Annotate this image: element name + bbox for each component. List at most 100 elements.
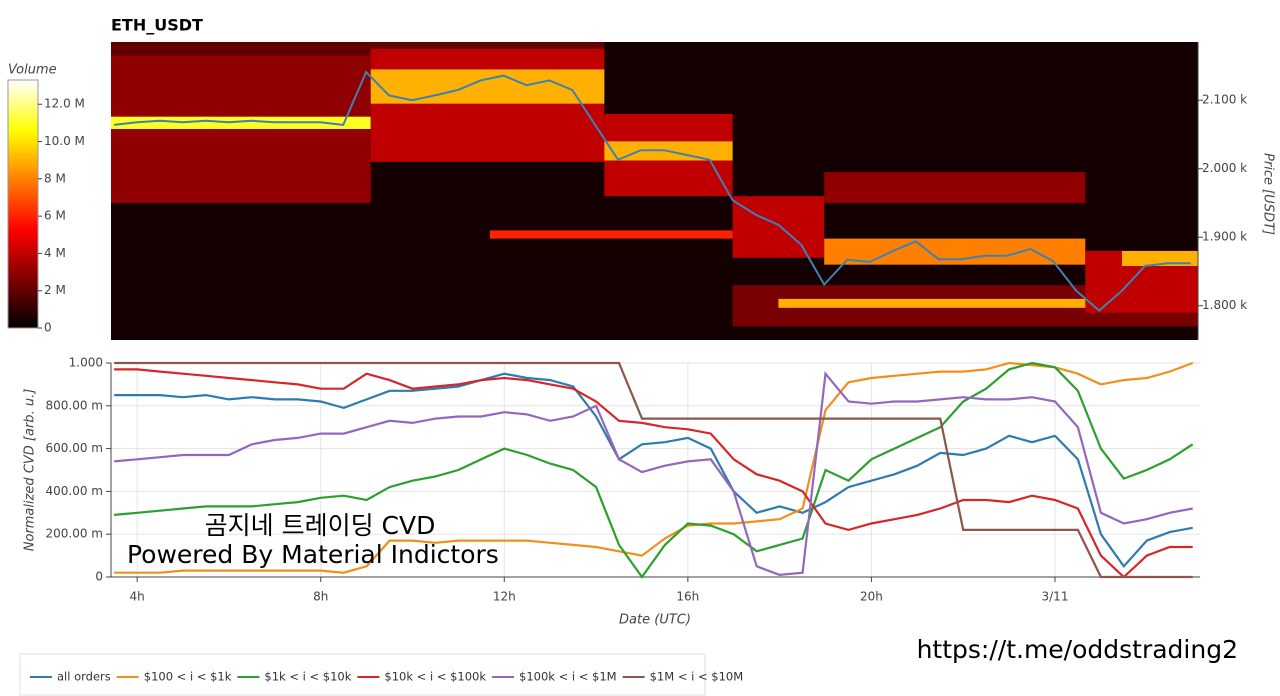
colorbar-step — [8, 284, 38, 287]
legend-label: all orders — [57, 670, 111, 684]
y-tick-label: 2.000 k — [1202, 161, 1247, 175]
colorbar-step — [8, 154, 38, 157]
colorbar-step — [8, 278, 38, 281]
y-tick-label: 200.00 m — [46, 527, 104, 541]
y-tick-label: 1.800 k — [1202, 298, 1247, 312]
colorbar-step — [8, 302, 38, 305]
annotation: https://t.me/oddstrading2 — [917, 635, 1238, 664]
colorbar-step — [8, 256, 38, 259]
colorbar-step — [8, 244, 38, 247]
y-axis-label: Price [USDT] — [1261, 153, 1276, 235]
colorbar-step — [8, 112, 38, 115]
y-tick-label: 600.00 m — [46, 441, 104, 455]
colorbar-step — [8, 258, 38, 261]
legend-label: $10k < i < $100k — [384, 670, 486, 684]
colorbar-step — [8, 142, 38, 145]
heatmap-cell — [778, 298, 1100, 308]
heatmap-cell — [824, 238, 1086, 265]
y-tick-label: 800.00 m — [46, 398, 104, 412]
colorbar-step — [8, 250, 38, 253]
colorbar-step — [8, 280, 38, 283]
x-tick-label: 20h — [860, 590, 883, 604]
colorbar-step — [8, 206, 38, 209]
colorbar-step — [8, 100, 38, 103]
colorbar-step — [8, 138, 38, 141]
colorbar-step — [8, 186, 38, 189]
colorbar-step — [8, 176, 38, 179]
colorbar-step — [8, 134, 38, 137]
colorbar-step — [8, 304, 38, 307]
colorbar-step — [8, 82, 38, 85]
colorbar-step — [8, 248, 38, 251]
colorbar-step — [8, 132, 38, 135]
colorbar-step — [8, 220, 38, 223]
colorbar-step — [8, 272, 38, 275]
colorbar-step — [8, 98, 38, 101]
colorbar-step — [8, 174, 38, 177]
colorbar-step — [8, 172, 38, 175]
legend-box — [19, 653, 706, 696]
colorbar-tick-label: 6 M — [44, 209, 66, 223]
colorbar-step — [8, 282, 38, 285]
colorbar-step — [8, 292, 38, 295]
colorbar-label: Volume — [8, 63, 57, 78]
colorbar-step — [8, 152, 38, 155]
colorbar-step — [8, 286, 38, 289]
colorbar-step — [8, 216, 38, 219]
colorbar-tick-label: 12.0 M — [44, 97, 85, 111]
colorbar-step — [8, 130, 38, 133]
colorbar-step — [8, 170, 38, 173]
cvd-line — [114, 361, 1194, 574]
heatmap-cell — [111, 55, 371, 203]
y-tick-label: 1.000 — [69, 356, 103, 370]
colorbar-step — [8, 180, 38, 183]
colorbar-step — [8, 204, 38, 207]
colorbar-step — [8, 150, 38, 153]
colorbar-step — [8, 316, 38, 319]
cvd-line — [114, 361, 1194, 579]
colorbar-step — [8, 84, 38, 87]
x-axis-label: Date (UTC) — [619, 613, 691, 628]
colorbar-step — [8, 192, 38, 195]
colorbar-step — [8, 102, 38, 105]
heatmap-cell — [824, 172, 1086, 203]
heatmap-cell — [732, 196, 825, 258]
y-tick-label: 1.900 k — [1202, 230, 1247, 244]
colorbar-step — [8, 202, 38, 205]
y-tick-label: 0 — [95, 570, 103, 584]
colorbar-step — [8, 140, 38, 143]
colorbar-step — [8, 198, 38, 201]
colorbar-step — [8, 290, 38, 293]
colorbar-step — [8, 200, 38, 203]
colorbar-step — [8, 108, 38, 111]
colorbar-step — [8, 222, 38, 225]
colorbar-step — [8, 194, 38, 197]
legend-label: $100k < i < $1M — [519, 670, 617, 684]
colorbar-step — [8, 230, 38, 233]
cvd-line — [114, 371, 1193, 577]
colorbar-step — [8, 308, 38, 311]
annotation: 곰지네 트레이딩 CVD — [205, 511, 436, 540]
colorbar-step — [8, 312, 38, 315]
colorbar-step — [8, 228, 38, 231]
colorbar-step — [8, 120, 38, 123]
colorbar-step — [8, 162, 38, 165]
cvd-line — [114, 368, 1193, 579]
colorbar-step — [8, 160, 38, 163]
colorbar-tick-label: 8 M — [44, 171, 66, 185]
colorbar-tick-label: 0 — [44, 321, 52, 335]
colorbar-step — [8, 110, 38, 113]
colorbar-step — [8, 96, 38, 99]
colorbar-step — [8, 254, 38, 257]
x-tick-label: 3/11 — [1042, 590, 1069, 604]
y-tick-label: 2.100 k — [1202, 93, 1247, 107]
legend-label: $1M < i < $10M — [650, 670, 744, 684]
colorbar-step — [8, 288, 38, 291]
colorbar-step — [8, 126, 38, 129]
colorbar-step — [8, 266, 38, 269]
legend-label: $1k < i < $10k — [264, 670, 351, 684]
colorbar-step — [8, 224, 38, 227]
colorbar-step — [8, 94, 38, 97]
y-axis-label: Normalized CVD [arb. u.] — [23, 389, 38, 552]
